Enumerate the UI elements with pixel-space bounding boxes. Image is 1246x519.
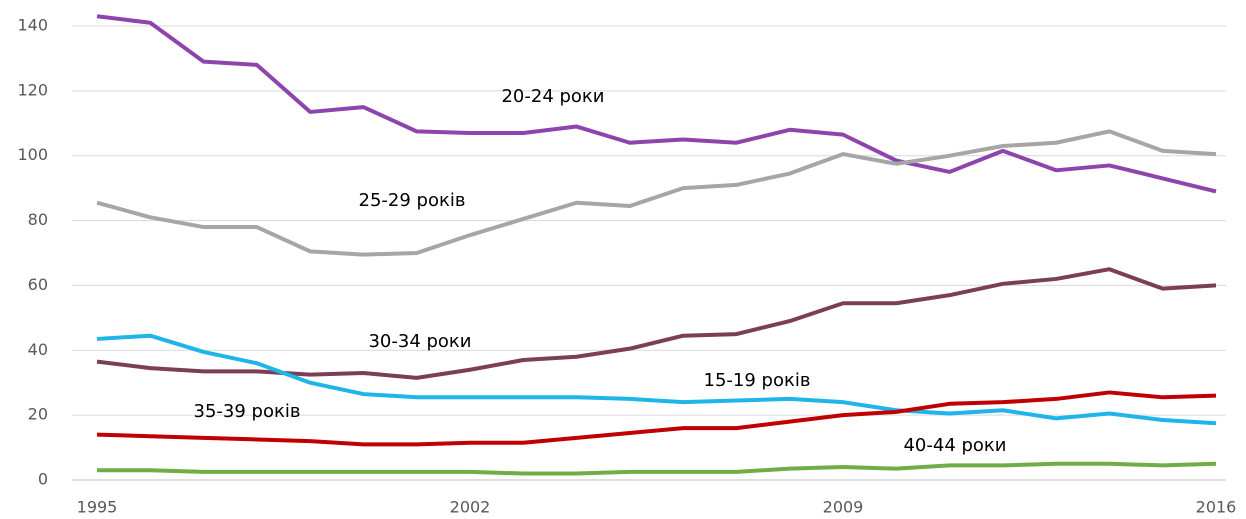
- y-tick-label: 140: [17, 16, 48, 35]
- y-tick-label: 40: [28, 340, 48, 359]
- x-tick-label: 2016: [1196, 498, 1237, 517]
- series-label: 15-19 років: [704, 370, 811, 391]
- y-tick-label: 100: [17, 145, 48, 164]
- y-tick-label: 0: [38, 470, 48, 489]
- series-label: 40-44 роки: [903, 435, 1006, 456]
- x-tick-label: 2009: [823, 498, 864, 517]
- series-label: 30-34 роки: [368, 331, 471, 352]
- series-line: [97, 461, 1217, 476]
- series-line: [96, 129, 1217, 257]
- series-line: [96, 390, 1217, 447]
- x-tick-label: 2002: [450, 498, 491, 517]
- series-line: [96, 333, 1217, 426]
- series-label: 35-39 років: [194, 401, 301, 422]
- series-label: 25-29 років: [359, 190, 466, 211]
- x-tick-label: 1995: [77, 498, 118, 517]
- y-tick-label: 80: [28, 210, 48, 229]
- y-tick-label: 20: [28, 405, 48, 424]
- y-tick-label: 120: [17, 80, 48, 99]
- y-tick-label: 60: [28, 275, 48, 294]
- series-label: 20-24 роки: [501, 86, 604, 107]
- series-line: [96, 14, 1217, 194]
